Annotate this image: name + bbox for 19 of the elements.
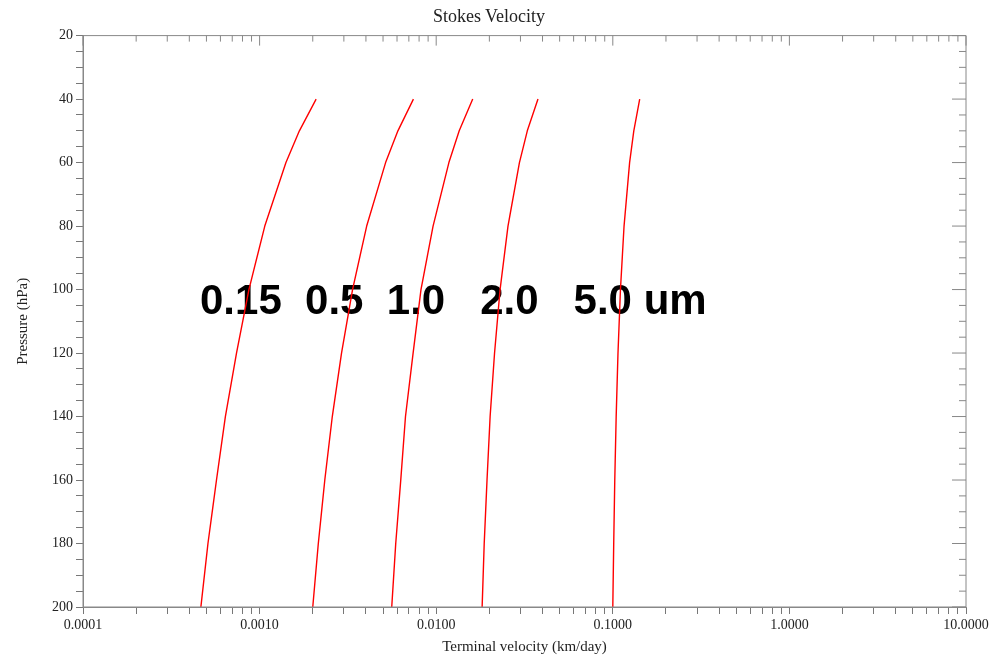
y-tick-label: 40 xyxy=(59,90,73,106)
chart-title: Stokes Velocity xyxy=(432,5,546,26)
x-tick-label: 0.0010 xyxy=(240,617,279,633)
y-tick-label: 60 xyxy=(59,154,73,170)
y-tick-label: 180 xyxy=(52,535,73,551)
x-tick-label: 1.0000 xyxy=(770,617,809,633)
y-tick-label: 140 xyxy=(52,408,73,424)
x-tick-label: 0.0001 xyxy=(63,617,103,633)
x-tick-label: 10.0000 xyxy=(943,617,989,633)
x-axis-title: Terminal velocity (km/day) xyxy=(442,637,607,655)
y-tick-label: 80 xyxy=(59,217,73,233)
x-tick-label: 0.1000 xyxy=(593,617,633,633)
y-tick-label: 120 xyxy=(52,344,73,360)
y-tick-label: 160 xyxy=(52,471,73,487)
y-tick-label: 20 xyxy=(59,27,73,43)
y-tick-label: 100 xyxy=(52,281,73,297)
y-tick-label: 200 xyxy=(52,598,73,614)
x-tick-label: 0.0100 xyxy=(416,617,456,633)
y-axis-title: Pressure (hPa) xyxy=(13,277,31,365)
